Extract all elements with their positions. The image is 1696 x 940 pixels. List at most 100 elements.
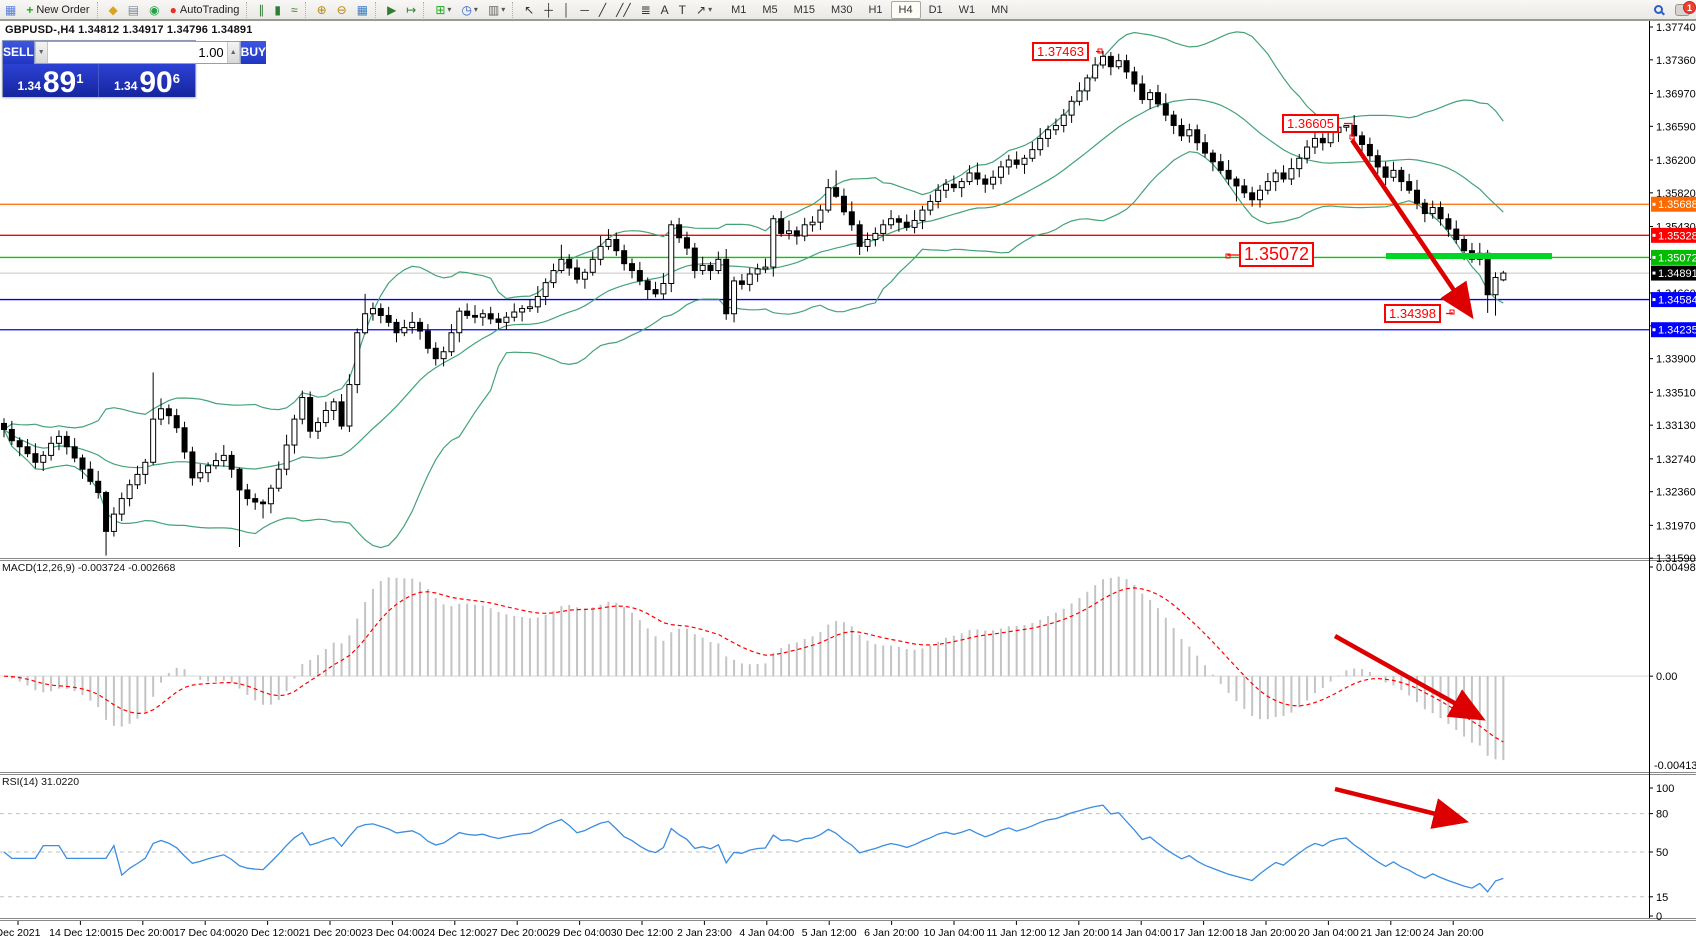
sell-price-big: 89 <box>42 66 77 99</box>
tile-windows-icon[interactable]: ▦ <box>352 1 373 19</box>
zoom-in-icon[interactable]: ⊕ <box>312 1 332 19</box>
crosshair-icon[interactable]: ┼ <box>539 1 558 19</box>
timeframe-m15[interactable]: M15 <box>793 3 816 16</box>
sell-button[interactable]: SELL <box>3 41 34 64</box>
buy-price-small: 1.34 <box>114 79 138 93</box>
macd-axis-zero: 0.00 <box>1656 671 1677 683</box>
trend-arrow-main[interactable] <box>1350 138 1474 320</box>
notifications-icon[interactable]: 1 <box>1675 0 1696 16</box>
bar-chart-icon[interactable]: ∥ <box>253 1 269 19</box>
signals-icon[interactable]: ◉ <box>144 1 164 19</box>
text-icon[interactable]: A <box>656 1 674 19</box>
rsi-window-label: RSI(14) 31.0220 <box>2 776 80 788</box>
zoom-out-icon[interactable]: ⊖ <box>332 1 352 19</box>
chart-ohlc-title: GBPUSD-,H4 1.34812 1.34917 1.34796 1.348… <box>5 24 253 36</box>
volume-down-icon[interactable]: ▼ <box>34 42 48 63</box>
candlestick-chart-icon: ▮ <box>274 2 281 17</box>
fibonacci-icon[interactable]: ≣ <box>636 1 656 19</box>
line-chart-icon[interactable]: ≈ <box>286 1 303 19</box>
volume-input[interactable] <box>47 42 227 63</box>
time-axis-label: 10 Jan 04:00 <box>924 927 985 939</box>
dropdown-caret-icon[interactable]: ▾ <box>473 5 478 14</box>
timeframe-m1[interactable]: M1 <box>731 3 747 16</box>
crosshair-icon: ┼ <box>544 2 553 17</box>
metaeditor-icon[interactable]: ◆ <box>104 1 123 19</box>
time-axis-label: 24 Jan 20:00 <box>1423 927 1484 939</box>
price-tick-label: 1.36970 <box>1656 89 1696 101</box>
time-axis-label: 17 Dec 04:00 <box>174 927 237 939</box>
periodicity-icon: ◷ <box>461 2 472 17</box>
chart-shift-icon: ↦ <box>406 2 417 17</box>
toolbar-separator <box>375 1 380 18</box>
price-tag-label: 1.35688 <box>1658 199 1696 211</box>
dropdown-caret-icon[interactable]: ▾ <box>708 5 713 14</box>
vertical-line-icon[interactable]: │ <box>558 1 576 19</box>
time-axis-label: 20 Jan 04:00 <box>1298 927 1359 939</box>
buy-button[interactable]: BUY <box>240 41 267 64</box>
cursor-icon[interactable]: ↖ <box>519 1 539 19</box>
horizontal-line-icon: ─ <box>580 2 589 17</box>
time-axis-label: 12 Jan 20:00 <box>1048 927 1109 939</box>
chart-window-icon[interactable]: ▦ <box>0 1 21 19</box>
price-tag-label: 1.34584 <box>1658 295 1696 307</box>
template-icon[interactable]: ▥ ▾ <box>483 1 510 19</box>
auto-scroll-icon[interactable]: ▶ <box>382 1 401 19</box>
price-tag-1.34891 <box>1651 265 1696 281</box>
bar-chart-icon: ∥ <box>258 2 265 17</box>
callout-anchor <box>1349 134 1355 140</box>
price-tick-label: 1.31970 <box>1656 520 1696 532</box>
timeframe-mn[interactable]: MN <box>991 3 1009 16</box>
rsi-axis-label: 50 <box>1656 847 1668 859</box>
rsi-axis-label: 100 <box>1656 783 1674 795</box>
time-axis-label: 14 Dec 12:00 <box>49 927 112 939</box>
sell-price[interactable]: 1.34 89 1 <box>3 64 99 99</box>
horizontal-line-icon[interactable]: ─ <box>575 1 594 19</box>
buy-price[interactable]: 1.34 90 6 <box>99 64 195 98</box>
main-chart-layer <box>0 31 1649 556</box>
price-tick-label: 1.33900 <box>1656 354 1696 366</box>
fibonacci-icon: ≣ <box>640 2 651 17</box>
autotrading-button[interactable]: ● AutoTrading <box>165 1 245 19</box>
candlestick-chart-icon[interactable]: ▮ <box>269 1 286 19</box>
time-axis-label: 24 Dec 12:00 <box>424 927 487 939</box>
price-tick-label: 1.33130 <box>1656 420 1696 432</box>
chart-plot-area[interactable] <box>0 21 1649 921</box>
callout-anchor <box>1225 253 1231 259</box>
green-trendline-segment[interactable] <box>1386 253 1552 259</box>
channel-icon[interactable]: ╱╱ <box>611 1 635 19</box>
time-axis-label: 21 Dec 20:00 <box>299 927 362 939</box>
search-icon[interactable] <box>1654 5 1663 14</box>
volume-up-icon[interactable]: ▲ <box>226 42 240 63</box>
periodicity-icon[interactable]: ◷ ▾ <box>456 1 483 19</box>
price-tag-1.35072 <box>1651 249 1696 265</box>
zoom-in-icon: ⊕ <box>316 2 327 17</box>
dropdown-caret-icon[interactable]: ▾ <box>501 5 506 14</box>
new-order-button[interactable]: + New Order <box>21 1 94 19</box>
timeframe-h1[interactable]: H1 <box>868 3 883 16</box>
timeframe-d1[interactable]: D1 <box>928 3 943 16</box>
toolbar-right: 1 <box>1654 0 1696 16</box>
timeframe-m5[interactable]: M5 <box>762 3 778 16</box>
callout-anchor <box>1097 48 1103 54</box>
rsi-layer <box>0 804 1649 898</box>
cursor-icon: ↖ <box>524 2 535 17</box>
dropdown-caret-icon[interactable]: ▾ <box>447 5 452 14</box>
trend-arrow-macd[interactable] <box>1333 634 1486 721</box>
price-tag-label: 1.34235 <box>1658 325 1696 337</box>
timeframe-w1[interactable]: W1 <box>958 3 976 16</box>
arrows-tool-icon[interactable]: ↗ ▾ <box>691 1 717 19</box>
timeframe-m30[interactable]: M30 <box>831 3 853 16</box>
channel-icon: ╱╱ <box>616 2 631 17</box>
autotrading-icon: ● <box>169 2 177 17</box>
add-indicator-icon[interactable]: ⊞ ▾ <box>430 1 456 19</box>
time-axis-label: 18 Jan 20:00 <box>1236 927 1297 939</box>
text-label-icon[interactable]: T <box>674 1 691 19</box>
macd-axis-top: 0.004982 <box>1656 562 1696 574</box>
timeframe-h4[interactable]: H4 <box>890 0 921 19</box>
time-axis-label: 29 Dec 04:00 <box>548 927 611 939</box>
trendline-icon[interactable]: ╱ <box>594 1 611 19</box>
market-watch-icon[interactable]: ▤ <box>123 1 144 19</box>
trend-arrow-rsi[interactable] <box>1334 786 1470 829</box>
chart-shift-icon[interactable]: ↦ <box>401 1 421 19</box>
